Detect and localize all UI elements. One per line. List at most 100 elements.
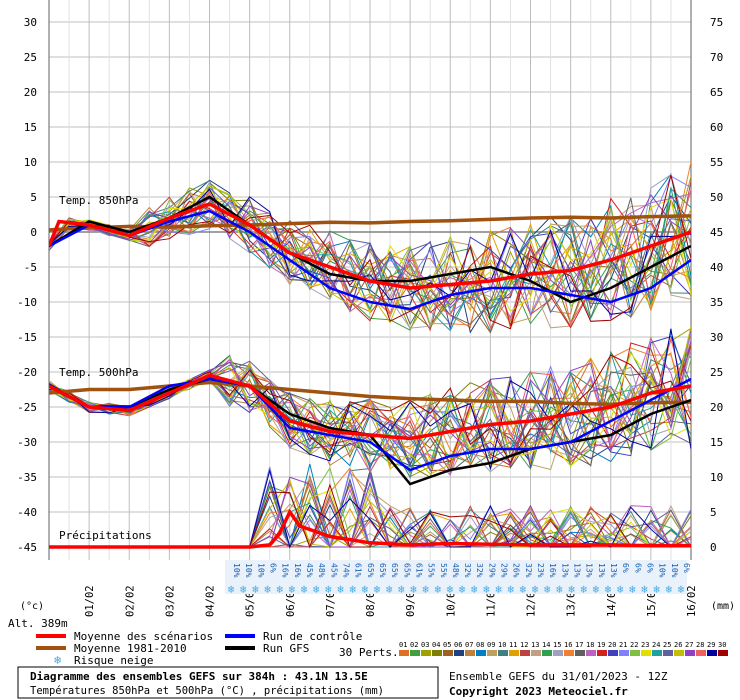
series-t850-moyennedesscnarios — [49, 202, 691, 290]
x-tick: 01/02 — [84, 585, 96, 617]
snowflake-icon: ❄ — [532, 583, 539, 596]
snowflake-icon: ❄ — [495, 583, 502, 596]
perturbation-swatch — [476, 650, 486, 656]
perturbation-swatch — [718, 650, 728, 656]
perturbation-number: 30 — [718, 641, 726, 649]
snow-risk-value: 10% — [256, 563, 265, 578]
snow-risk-value: 10% — [232, 563, 241, 578]
y-tick-right: 55 — [710, 156, 723, 169]
label-temp-500: Temp. 500hPa — [59, 366, 138, 379]
snowflake-icon: ❄ — [362, 583, 369, 596]
snowflake-icon: ❄ — [252, 583, 259, 596]
snow-risk-value: 10% — [244, 563, 253, 578]
y-tick-left: 25 — [24, 51, 37, 64]
snow-risk-strip — [225, 560, 687, 594]
perturbation-swatch — [564, 650, 574, 656]
y-tick-right: 40 — [710, 261, 723, 274]
snowflake-icon: ❄ — [313, 583, 320, 596]
snow-risk-row: 10% ❄ 10% ❄ 10% ❄ 6% ❄ 16% ❄ 16% ❄ 45% ❄ 48% ❄ 45% ❄ 74% ❄ 6… — [228, 563, 691, 596]
snowflake-icon: ❄ — [544, 583, 551, 596]
perturbation-number: 15 — [553, 641, 561, 649]
snow-risk-value: 26% — [512, 563, 521, 578]
snowflake-icon: ❄ — [410, 583, 417, 596]
y-tick-right: 30 — [710, 331, 723, 344]
perturbation-swatch — [520, 650, 530, 656]
snow-risk-value: 65% — [402, 563, 411, 578]
snowflake-icon: ❄ — [264, 583, 271, 596]
snowflake-icon: ❄ — [665, 583, 672, 596]
perturbation-swatch — [586, 650, 596, 656]
snow-risk-value: 55% — [427, 563, 436, 578]
snowflake-icon: ❄ — [605, 583, 612, 596]
perturbation-swatch — [641, 650, 651, 656]
perturbations-label: 30 Perts. — [339, 646, 399, 659]
snow-risk-value: 13% — [573, 563, 582, 578]
snow-risk-value: 6% — [621, 563, 630, 573]
y-tick-left: -35 — [17, 471, 37, 484]
y-tick-left: -15 — [17, 331, 37, 344]
snowflake-icon: ❄ — [629, 583, 636, 596]
perturbation-swatch — [542, 650, 552, 656]
perturbation-number: 13 — [531, 641, 539, 649]
x-tick: 16/02 — [686, 585, 698, 617]
snowflake-icon: ❄ — [240, 583, 247, 596]
snow-risk-value: 65% — [366, 563, 375, 578]
perturbation-number: 21 — [619, 641, 627, 649]
snowflake-icon: ❄ — [617, 583, 624, 596]
perturbation-number: 22 — [630, 641, 638, 649]
run-info: Ensemble GEFS du 31/01/2023 - 12Z — [449, 670, 668, 683]
main-series — [49, 195, 691, 549]
y-tick-left: 30 — [24, 16, 37, 29]
perturbation-swatch — [608, 650, 618, 656]
perturbation-swatch — [652, 650, 662, 656]
perturbation-number: 09 — [487, 641, 495, 649]
perturbation-number: 10 — [498, 641, 506, 649]
perturbation-number: 03 — [421, 641, 429, 649]
snow-risk-value: 13% — [560, 563, 569, 578]
perturbation-swatch — [410, 650, 420, 656]
y-tick-left: 10 — [24, 156, 37, 169]
snowflake-icon: ❄ — [228, 583, 235, 596]
perturbation-swatch — [443, 650, 453, 656]
snowflake-icon: ❄ — [398, 583, 405, 596]
snowflake-icon: ❄ — [374, 583, 381, 596]
perturbation-swatch — [597, 650, 607, 656]
perturbation-swatch — [696, 650, 706, 656]
perturbation-number: 26 — [674, 641, 682, 649]
perturbation-number: 07 — [465, 641, 473, 649]
y-tick-left: 0 — [30, 226, 37, 239]
y-tick-right: 25 — [710, 366, 723, 379]
snow-risk-value: 6% — [269, 563, 278, 573]
y-tick-right: 50 — [710, 191, 723, 204]
snow-risk-value: 65% — [378, 563, 387, 578]
perturbation-swatch — [465, 650, 475, 656]
snow-risk-value: 32% — [524, 563, 533, 578]
series-t500-moyennedesscnarios — [49, 373, 691, 441]
snow-risk-value: 6% — [645, 563, 654, 573]
snow-risk-value: 65% — [390, 563, 399, 578]
y-tick-right: 70 — [710, 51, 723, 64]
chart-subtitle: Températures 850hPa et 500hPa (°C) , pré… — [30, 685, 384, 697]
member-t850-line — [49, 194, 691, 312]
snowflake-icon: ❄ — [520, 583, 527, 596]
perturbation-number: 19 — [597, 641, 605, 649]
perturbation-legend: 01 02 03 04 05 06 07 08 09 10 11 12 13 14 15 16 17 18 19 20… — [399, 641, 728, 656]
snow-risk-value: 6% — [633, 563, 642, 573]
y-tick-left: 20 — [24, 86, 37, 99]
y-tick-left: -40 — [17, 506, 37, 519]
legend-mean: Moyenne des scénarios — [74, 630, 213, 643]
perturbation-number: 27 — [685, 641, 693, 649]
legend-climatology: Moyenne 1981-2010 — [74, 642, 187, 655]
series-t500-rundecontrle — [49, 377, 691, 472]
perturbation-swatch — [619, 650, 629, 656]
perturbation-number: 23 — [641, 641, 649, 649]
perturbation-number: 01 — [399, 641, 407, 649]
snowflake-icon: ❄ — [507, 583, 514, 596]
member-t850-line — [49, 161, 691, 330]
perturbation-number: 12 — [520, 641, 528, 649]
series-t850-rundecontrle — [49, 209, 691, 311]
snow-risk-value: 16% — [293, 563, 302, 578]
y-tick-right: 15 — [710, 436, 723, 449]
perturbation-number: 25 — [663, 641, 671, 649]
